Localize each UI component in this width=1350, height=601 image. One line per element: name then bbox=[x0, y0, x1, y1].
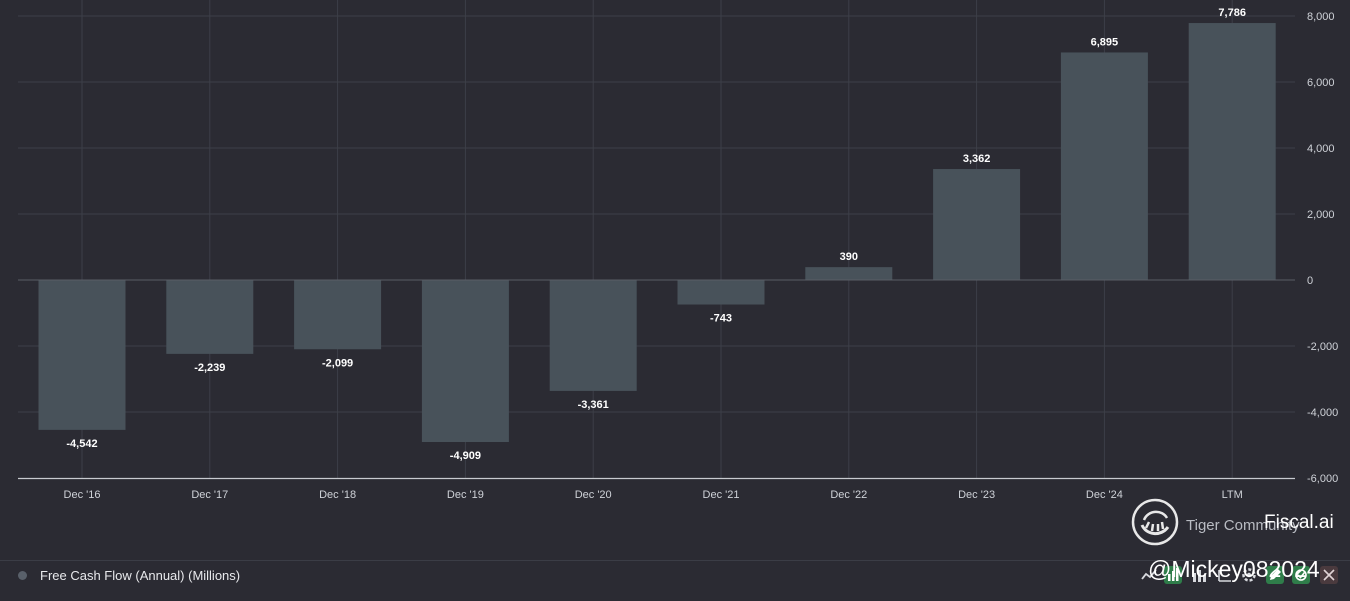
x-tick-label: Dec '18 bbox=[319, 489, 356, 501]
y-tick-labels: 8,000 6,000 4,000 2,000 0 -2,000 -4,000 -6,000 bbox=[1307, 11, 1338, 485]
bar[interactable] bbox=[1060, 52, 1148, 281]
y-tick-label: 8,000 bbox=[1307, 11, 1335, 23]
bar[interactable] bbox=[294, 280, 382, 350]
legend-series-marker[interactable] bbox=[18, 571, 27, 580]
legend: Free Cash Flow (Annual) (Millions) bbox=[0, 560, 1350, 590]
bars bbox=[38, 23, 1276, 442]
bar[interactable] bbox=[38, 280, 126, 430]
data-label: -2,239 bbox=[194, 362, 225, 374]
data-label: 390 bbox=[840, 251, 858, 263]
bar[interactable] bbox=[166, 280, 254, 354]
share-icon[interactable] bbox=[1292, 566, 1310, 584]
legend-series-label[interactable]: Free Cash Flow (Annual) (Millions) bbox=[40, 568, 241, 583]
x-tick-label: Dec '20 bbox=[575, 489, 612, 501]
settings-icon[interactable] bbox=[1240, 566, 1258, 584]
bar[interactable] bbox=[677, 280, 765, 305]
x-tick-label: LTM bbox=[1222, 489, 1243, 501]
data-labels: -4,542 -2,239 -2,099 -4,909 -3,361 -743 390 3,3… bbox=[66, 7, 1246, 462]
bar[interactable] bbox=[805, 267, 893, 280]
close-icon[interactable] bbox=[1320, 566, 1338, 584]
bar[interactable] bbox=[1188, 23, 1276, 280]
y-tick-label: -2,000 bbox=[1307, 341, 1338, 353]
y-tick-label: 0 bbox=[1307, 275, 1313, 287]
y-tick-label: -6,000 bbox=[1307, 473, 1338, 485]
x-tick-label: Dec '16 bbox=[64, 489, 101, 501]
x-tick-label: Dec '21 bbox=[703, 489, 740, 501]
data-label: -2,099 bbox=[322, 357, 353, 369]
x-tick-label: Dec '19 bbox=[447, 489, 484, 501]
data-label: -4,542 bbox=[66, 438, 97, 450]
column-chart-icon[interactable] bbox=[1190, 566, 1208, 584]
y-tick-label: 4,000 bbox=[1307, 143, 1335, 155]
data-label: 3,362 bbox=[963, 153, 991, 165]
bar[interactable] bbox=[549, 280, 637, 391]
edit-icon[interactable] bbox=[1266, 566, 1284, 584]
y-tick-label: 2,000 bbox=[1307, 209, 1335, 221]
table-icon[interactable] bbox=[1216, 566, 1234, 584]
x-tick-labels: Dec '16 Dec '17 Dec '18 Dec '19 Dec '20 Dec '… bbox=[64, 489, 1243, 501]
x-tick-label: Dec '24 bbox=[1086, 489, 1123, 501]
brand-name: Fiscal.ai bbox=[1264, 512, 1334, 533]
x-tick-label: Dec '17 bbox=[191, 489, 228, 501]
data-label: -743 bbox=[710, 313, 732, 325]
data-label: -3,361 bbox=[578, 399, 609, 411]
bar[interactable] bbox=[421, 280, 509, 442]
bar[interactable] bbox=[933, 169, 1021, 280]
tiger-paw-icon bbox=[1131, 498, 1179, 546]
y-tick-label: 6,000 bbox=[1307, 77, 1335, 89]
x-tick-label: Dec '22 bbox=[830, 489, 867, 501]
data-label: 6,895 bbox=[1091, 36, 1119, 48]
data-label: -4,909 bbox=[450, 450, 481, 462]
watermark: @Mickey082024 bbox=[1148, 556, 1320, 582]
line-chart-icon[interactable] bbox=[1140, 566, 1158, 584]
bar-chart-icon[interactable] bbox=[1164, 566, 1182, 584]
branding: Tiger Community Fiscal.ai bbox=[1131, 498, 1342, 546]
powered-by-text: Tiger Community bbox=[1186, 517, 1300, 534]
chart-toolbar bbox=[1140, 566, 1340, 586]
data-label: 7,786 bbox=[1218, 7, 1246, 19]
x-tick-label: Dec '23 bbox=[958, 489, 995, 501]
y-tick-label: -4,000 bbox=[1307, 407, 1338, 419]
